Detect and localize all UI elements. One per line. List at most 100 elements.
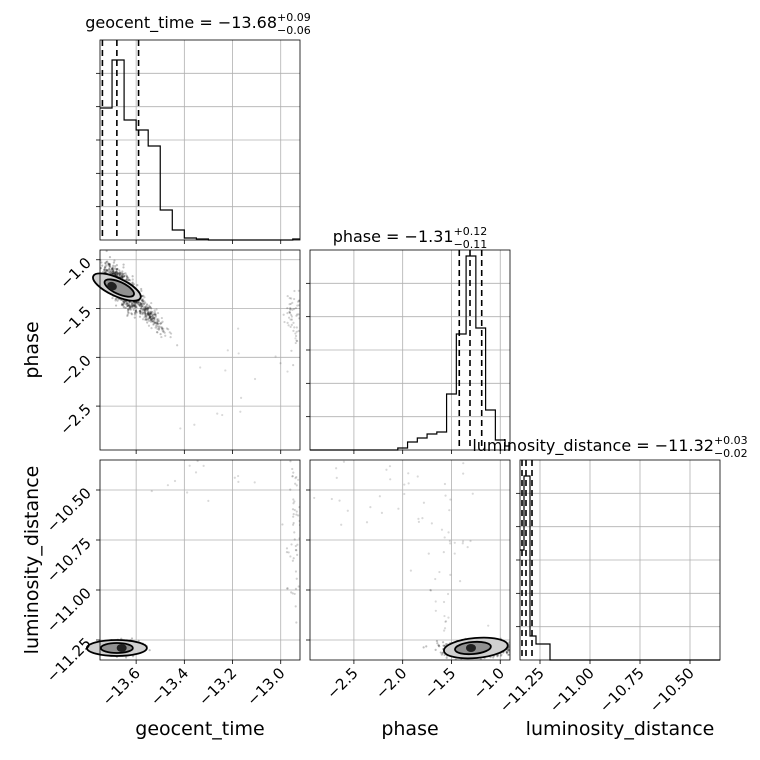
sample-point (105, 264, 108, 267)
sample-point (442, 551, 445, 554)
sample-point (144, 312, 147, 315)
sample-point (295, 314, 298, 317)
sample-point (126, 304, 129, 307)
sample-point (106, 260, 109, 263)
sample-point (440, 653, 443, 656)
sample-point (153, 309, 156, 312)
sample-point (131, 275, 134, 278)
sample-point (133, 304, 136, 308)
sample-point (129, 279, 132, 282)
sample-point (179, 427, 182, 430)
sample-point (434, 648, 437, 651)
x-tick-label: −13.4 (147, 664, 192, 709)
sample-point (292, 498, 295, 501)
sample-point (130, 302, 133, 305)
sample-point (469, 539, 472, 543)
sample-point (143, 296, 146, 299)
sample-point (388, 465, 392, 468)
sample-point (124, 306, 127, 309)
sample-point (133, 311, 137, 315)
sample-point (421, 517, 424, 520)
sample-point (114, 297, 117, 301)
sample-point (294, 334, 298, 338)
title-value: luminosity_distance = −11.32 (472, 436, 714, 456)
sample-point (127, 308, 130, 311)
sample-point (285, 547, 289, 550)
sample-point (132, 283, 135, 286)
y-axis-label-phase: phase (21, 321, 43, 378)
sample-point (130, 305, 134, 308)
sample-point (292, 329, 295, 332)
sample-point (444, 620, 447, 623)
sample-point (101, 264, 104, 267)
sample-point (293, 500, 296, 503)
x-tick-label: −11.00 (546, 664, 598, 716)
sample-point (138, 309, 142, 312)
sample-point (435, 640, 439, 643)
sample-point (138, 310, 141, 313)
sample-point (110, 272, 114, 275)
sample-point (294, 482, 297, 485)
sample-point (139, 301, 142, 305)
sample-point (109, 269, 112, 272)
sample-point (289, 555, 292, 558)
sample-point (117, 271, 120, 275)
sample-point (416, 475, 419, 478)
sample-point (140, 289, 143, 292)
sample-point (103, 268, 106, 271)
sample-point (117, 272, 121, 275)
sample-point (186, 491, 189, 494)
panel-1-1 (309, 249, 511, 451)
sample-point (128, 306, 131, 309)
sample-point (295, 513, 298, 516)
x-tick-label: −2.0 (372, 664, 410, 702)
sample-point (107, 270, 111, 273)
x-tick-label: −13.6 (99, 664, 144, 709)
sample-point (107, 262, 110, 266)
sample-point (407, 482, 410, 485)
sample-point (287, 324, 290, 327)
panel-0-0 (99, 39, 301, 241)
sample-point (113, 259, 116, 262)
sample-point (141, 302, 144, 305)
sample-point (239, 396, 243, 400)
sample-point (147, 324, 151, 327)
sample-point (147, 319, 151, 323)
sample-point (487, 624, 490, 627)
sample-point (122, 303, 125, 306)
sample-point (128, 306, 132, 309)
sample-point (188, 464, 191, 467)
sample-point (122, 266, 125, 269)
sample-point (233, 476, 236, 479)
sample-point (103, 266, 106, 269)
sample-point (127, 311, 130, 314)
sample-point (138, 303, 141, 306)
sample-point (118, 269, 121, 272)
sample-point (118, 274, 121, 277)
sample-point (122, 301, 125, 304)
sample-point (128, 304, 131, 307)
sample-point (121, 270, 124, 273)
sample-point (120, 274, 123, 277)
sample-point (176, 344, 179, 347)
sample-point (237, 327, 240, 330)
sample-point (104, 266, 107, 269)
sample-point (125, 274, 128, 277)
sample-point (173, 479, 177, 483)
sample-point (114, 272, 117, 275)
sample-point (447, 531, 450, 534)
sample-point (293, 508, 296, 512)
sample-point (444, 494, 447, 497)
sample-point (111, 270, 114, 273)
sample-point (285, 550, 289, 554)
sample-point (293, 531, 296, 534)
sample-point (292, 523, 295, 526)
sample-point (112, 272, 115, 275)
sample-point (121, 299, 125, 303)
sample-point (282, 313, 285, 316)
sample-point (443, 536, 446, 539)
sample-point (295, 577, 298, 580)
sample-point (108, 264, 111, 268)
sample-point (422, 646, 425, 649)
x-tick-label: −10.50 (646, 664, 698, 716)
